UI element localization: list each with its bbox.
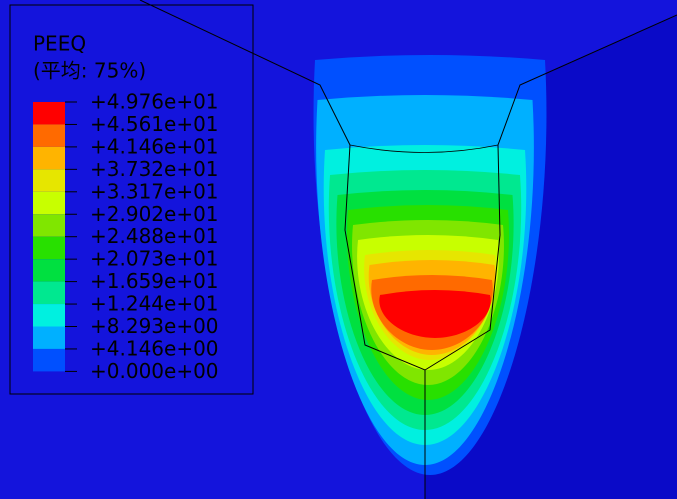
legend-swatch <box>33 281 65 305</box>
contour-band <box>379 290 491 338</box>
legend-swatch <box>33 326 65 349</box>
legend-swatch <box>33 169 65 192</box>
legend-swatch <box>33 348 65 372</box>
legend-swatch <box>33 304 65 327</box>
legend-title: PEEQ <box>33 32 86 56</box>
legend-label: +4.146e+01 <box>90 134 219 158</box>
legend-label: +1.659e+01 <box>90 269 219 293</box>
legend: PEEQ (平均: 75%) +4.976e+01+4.561e+01+4.14… <box>9 4 254 395</box>
legend-label: +4.561e+01 <box>90 112 219 136</box>
legend-label: +4.146e+00 <box>90 336 219 360</box>
legend-swatch <box>33 102 65 125</box>
legend-label: +2.073e+01 <box>90 247 219 271</box>
legend-subtitle: (平均: 75%) <box>33 59 146 83</box>
legend-label: +3.732e+01 <box>90 157 219 181</box>
legend-label: +2.488e+01 <box>90 224 219 248</box>
contour-bands <box>313 55 547 475</box>
legend-label: +3.317e+01 <box>90 179 219 203</box>
legend-swatch <box>33 146 65 170</box>
part-edge <box>349 144 499 153</box>
legend-label: +0.000e+00 <box>90 359 219 383</box>
legend-swatch <box>33 214 65 237</box>
legend-label: +4.976e+01 <box>90 90 219 114</box>
legend-label: +8.293e+00 <box>90 314 219 338</box>
legend-label: +2.902e+01 <box>90 202 219 226</box>
legend-swatch <box>33 124 65 147</box>
legend-swatch <box>33 259 65 282</box>
legend-label: +1.244e+01 <box>90 292 219 316</box>
legend-swatch <box>33 236 65 260</box>
legend-box <box>9 4 254 395</box>
legend-swatch <box>33 191 65 215</box>
